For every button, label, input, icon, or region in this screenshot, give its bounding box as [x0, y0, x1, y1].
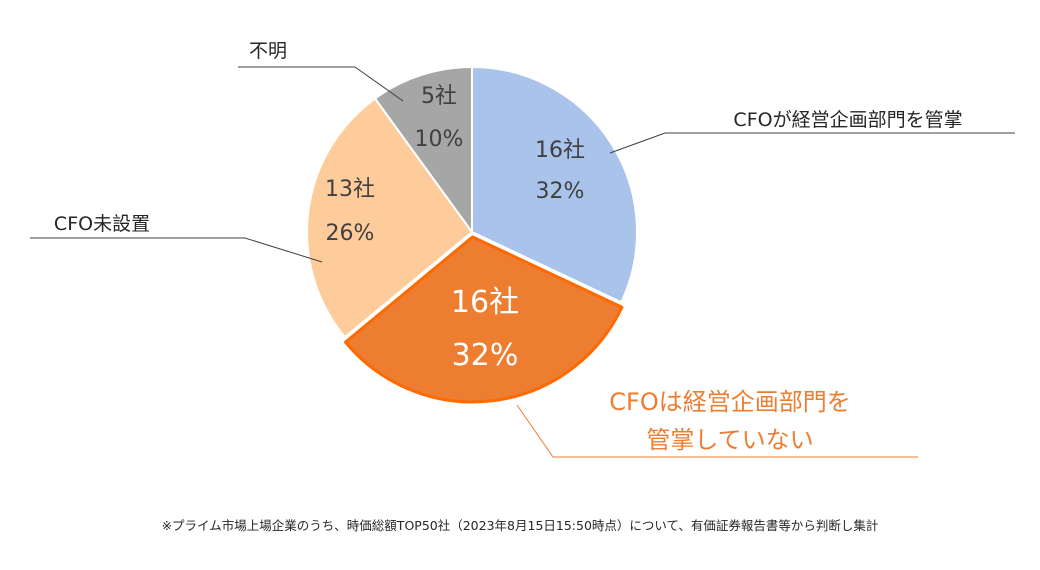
pie-slices — [306, 66, 638, 404]
slice-4 — [374, 66, 473, 233]
slice-2-leader-line — [516, 404, 918, 458]
slice-1-count-label: 16社 — [535, 138, 585, 163]
slice-4-leader-line — [238, 66, 404, 102]
slice-3 — [306, 97, 473, 339]
slice-4-category-label: 不明 — [249, 40, 287, 62]
slice-3-percent-label: 26% — [326, 221, 375, 246]
data-labels: 16社 32% CFOが経営企画部門を管掌 16社 32% CFOは経営企画部門を管掌して… — [54, 40, 963, 454]
footnote: ※プライム市場上場企業のうち、時価総額TOP50社（2023年8月15日15:5… — [161, 518, 879, 533]
slice-2-category-label: CFOは経営企画部門を管掌していない — [609, 388, 850, 454]
slice-3-count-label: 13社 — [325, 177, 375, 202]
slice-3-leader-line — [30, 237, 323, 263]
slice-4-percent-label: 10% — [415, 127, 464, 152]
slice-4-count-label: 5社 — [421, 84, 457, 109]
slice-2-count-label: 16社 — [451, 285, 519, 320]
slice-2 — [343, 235, 624, 404]
slice-1-leader-line — [609, 132, 1015, 154]
leader-lines — [30, 66, 1015, 458]
slice-3-category-label: CFO未設置 — [54, 213, 150, 235]
slice-1 — [471, 66, 638, 304]
slice-2-percent-label: 32% — [452, 338, 519, 373]
slice-1-percent-label: 32% — [536, 179, 585, 204]
slice-1-category-label: CFOが経営企画部門を管掌 — [733, 109, 962, 131]
